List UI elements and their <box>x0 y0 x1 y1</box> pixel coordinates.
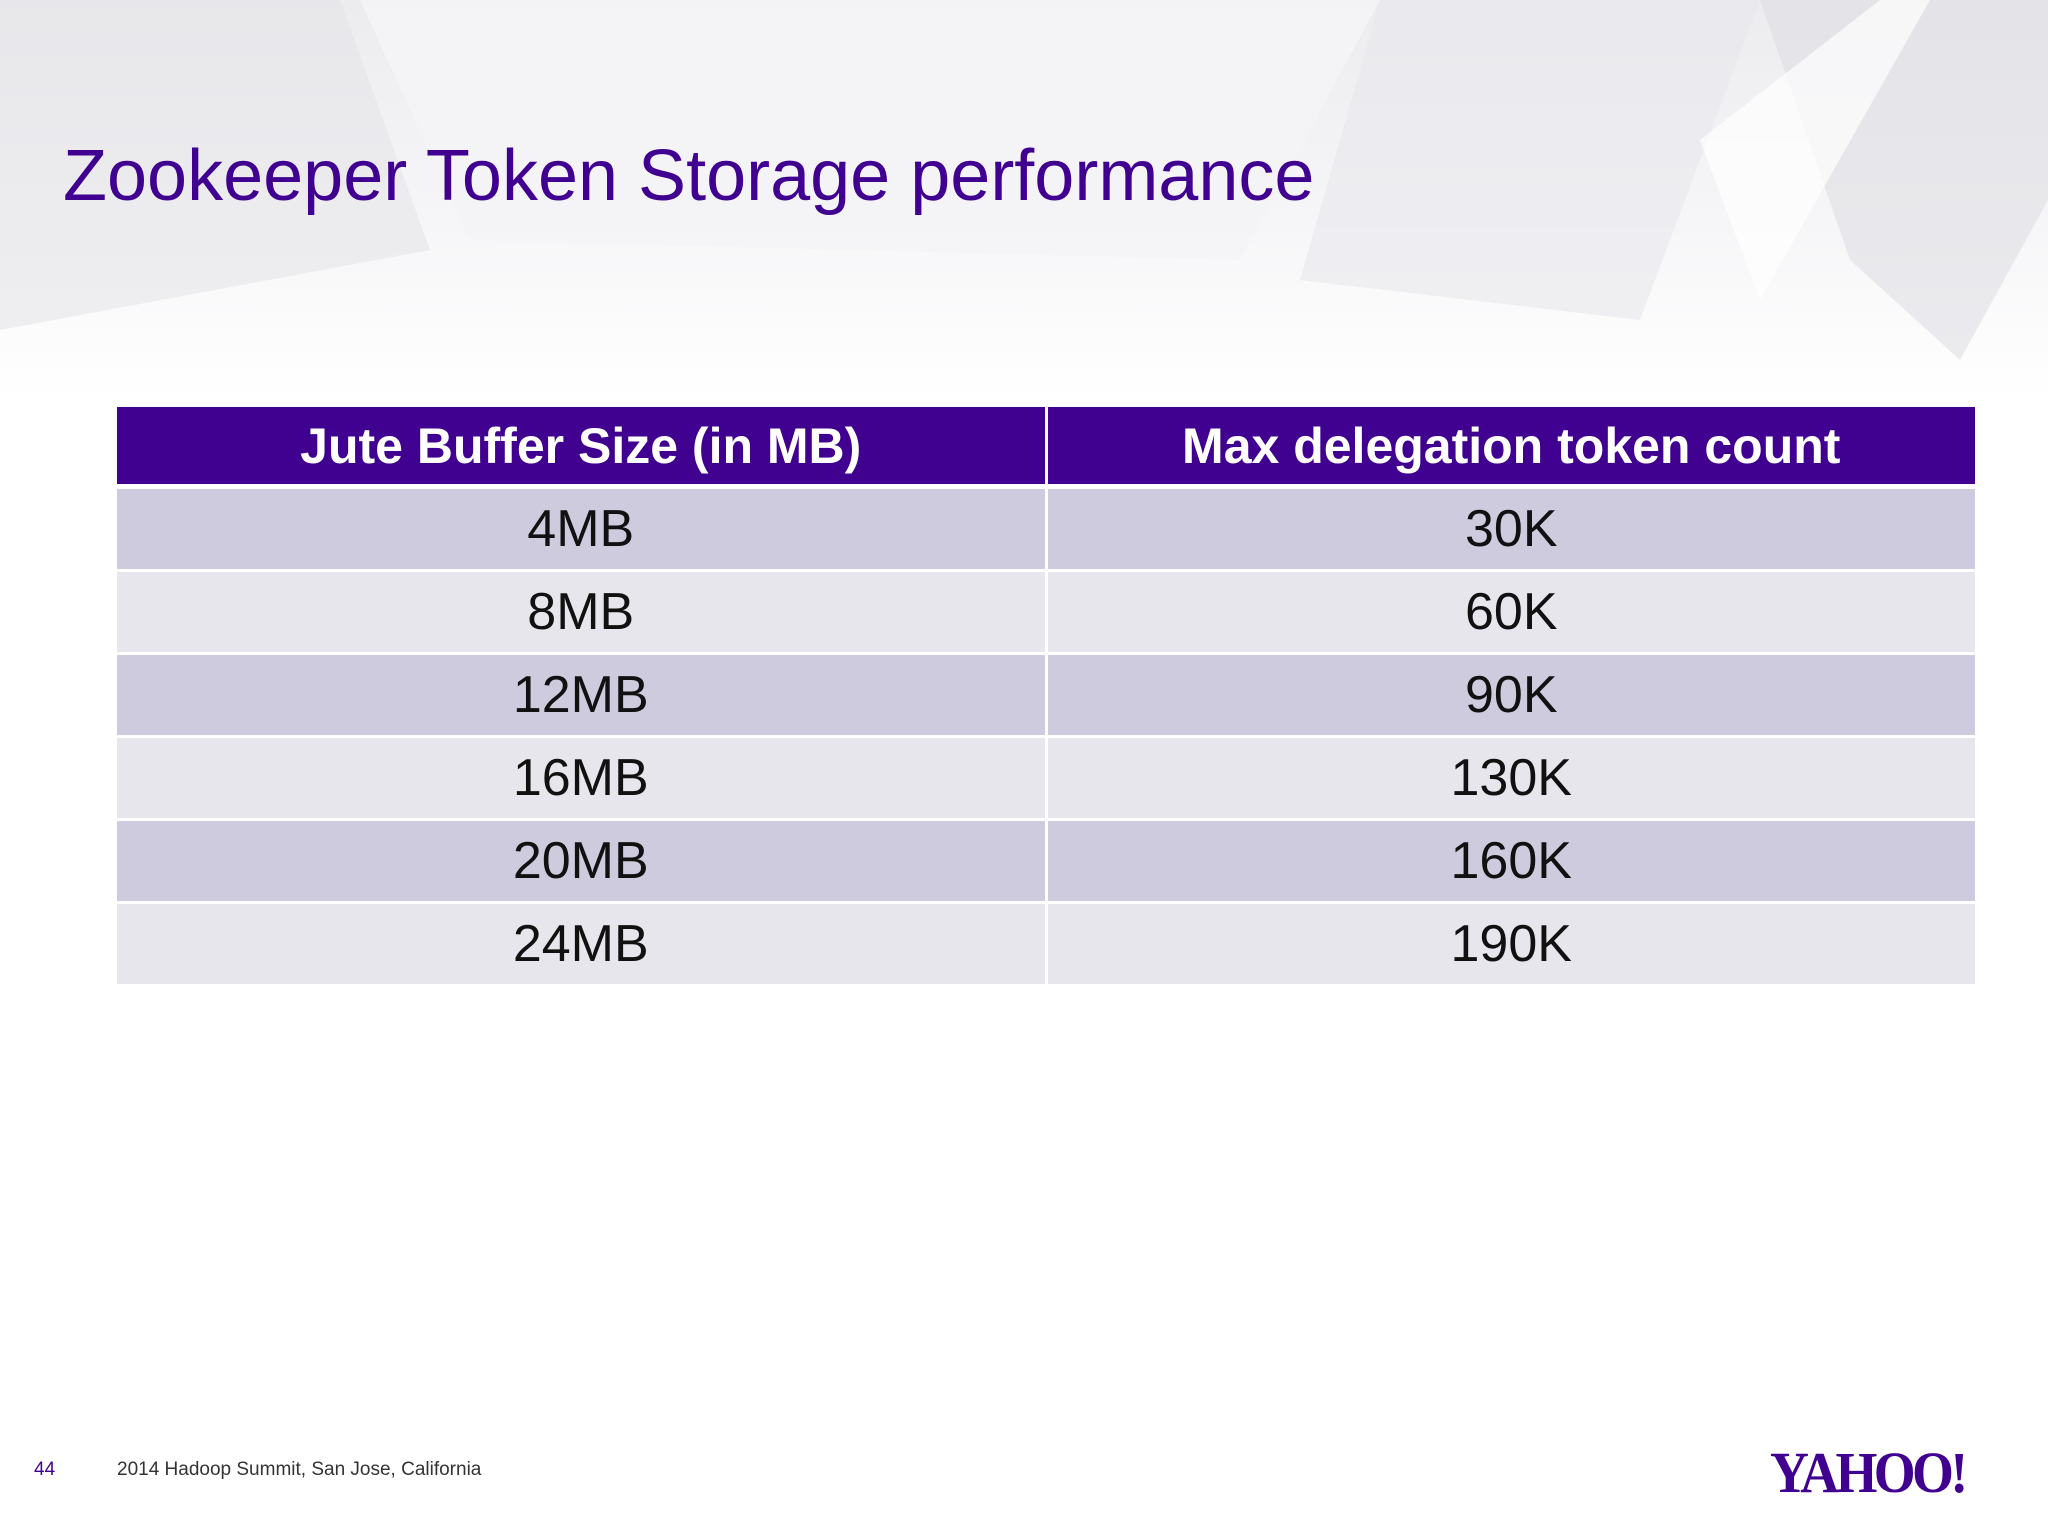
page-number: 44 <box>34 1459 56 1480</box>
table-header-row: Jute Buffer Size (in MB) Max delegation … <box>117 407 1975 489</box>
buffer-size-cell: 20MB <box>117 819 1048 904</box>
token-count-cell: 190K <box>1046 902 1975 987</box>
table-row: 8MB 60K <box>117 570 1975 655</box>
column-header-buffer-size: Jute Buffer Size (in MB) <box>117 407 1048 489</box>
buffer-size-cell: 24MB <box>117 902 1048 987</box>
token-count-cell: 60K <box>1046 570 1975 655</box>
svg-text:YAHOO!: YAHOO! <box>1770 1441 1964 1500</box>
token-count-cell: 160K <box>1046 819 1975 904</box>
buffer-size-cell: 4MB <box>117 486 1048 572</box>
table-row: 16MB 130K <box>117 736 1975 821</box>
table-row: 4MB 30K <box>117 486 1975 572</box>
token-count-cell: 30K <box>1046 486 1975 572</box>
buffer-size-cell: 8MB <box>117 570 1048 655</box>
table-row: 12MB 90K <box>117 653 1975 738</box>
table-row: 20MB 160K <box>117 819 1975 904</box>
column-header-token-count: Max delegation token count <box>1046 407 1975 489</box>
footer-text: 2014 Hadoop Summit, San Jose, California <box>117 1459 482 1480</box>
yahoo-logo: YAHOO! <box>1770 1441 1968 1500</box>
token-count-cell: 130K <box>1046 736 1975 821</box>
buffer-size-cell: 16MB <box>117 736 1048 821</box>
slide-title: Zookeeper Token Storage performance <box>63 136 1315 216</box>
token-count-cell: 90K <box>1046 653 1975 738</box>
table-row: 24MB 190K <box>117 902 1975 987</box>
buffer-size-cell: 12MB <box>117 653 1048 738</box>
data-table: Jute Buffer Size (in MB) Max delegation … <box>117 407 1975 987</box>
